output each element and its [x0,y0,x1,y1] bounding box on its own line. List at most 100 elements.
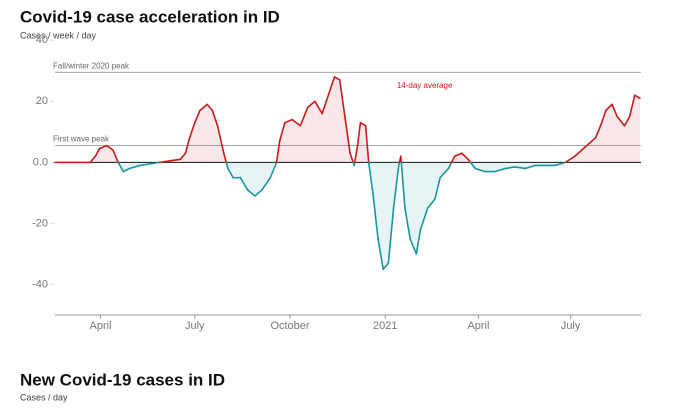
line-segment [404,207,411,240]
annotation: 14-day average [397,81,453,90]
line-segment [450,155,456,164]
area [574,147,586,163]
line-segment [623,115,631,127]
line-segment [616,115,626,127]
line-segment [415,228,422,255]
line-segment [356,121,362,148]
line-segment [564,155,576,164]
line-segment [128,164,141,170]
area [123,162,130,172]
line-segment [611,103,618,118]
line-segment [112,149,119,164]
y-tick-label: -40 [32,278,48,290]
line-segment [359,121,367,127]
line-segment [372,192,379,240]
area [624,116,630,163]
area [339,79,345,163]
line-segment [117,161,125,173]
line-segment [179,152,187,161]
line-segment [447,161,453,170]
area [634,95,640,163]
line-segment [306,100,316,109]
line-segment [261,176,272,191]
line-segment [367,161,374,194]
line-segment [206,103,214,112]
area [585,137,596,163]
area [410,162,417,254]
area [388,162,394,264]
x-tick-label: April [467,320,489,332]
line-segment [291,118,302,127]
line-segment [105,144,114,151]
area [207,104,213,163]
x-tick-label: April [90,320,112,332]
area [247,162,255,196]
y-tick-label: 0.0 [33,156,48,168]
line-segment [333,76,341,81]
line-segment [275,140,281,164]
area [440,162,449,178]
line-segment [387,207,395,264]
line-segment [254,189,263,197]
line-segment [377,237,385,271]
line-segment [321,94,330,115]
line-segment [604,103,613,112]
line-segment [193,109,201,124]
line-segment [122,167,131,173]
area [404,162,411,239]
chart-title: Covid-19 case acceleration in ID [20,7,280,26]
area [240,162,248,190]
y-tick-label: 40 [36,34,48,46]
x-tick-label: 2021 [373,320,397,332]
line-segment [158,160,171,164]
area [334,76,340,163]
area [233,162,241,178]
area [595,125,601,163]
line-segment [469,161,477,170]
area [448,156,455,169]
area [434,162,441,199]
area [262,162,271,190]
line-segment [338,79,346,118]
line-segment [314,100,323,115]
chart-subtitle: Cases / week / day [20,30,97,40]
line-segment [239,176,249,191]
chart-title: New Covid-19 cases in ID [20,370,225,389]
x-tick-label: July [185,320,205,332]
area [307,101,315,163]
area [605,104,613,163]
line-segment [353,146,359,164]
line-segment [188,121,196,139]
area [495,162,506,172]
area [254,162,263,196]
line-segment [628,94,636,118]
area [427,162,435,209]
line-segment [584,137,597,148]
line-segment [419,207,429,231]
area [372,162,379,239]
line-segment [599,109,607,127]
area [612,104,618,163]
line-segment [327,76,336,97]
area [199,104,208,163]
reference-label: Fall/winter 2020 peak [53,61,130,70]
line-segment [184,137,191,155]
area [279,122,285,163]
area [383,162,389,270]
line-segment [299,106,309,127]
line-segment [216,124,225,155]
line-segment [494,167,507,173]
line-segment [474,167,486,173]
line-segment [225,161,229,170]
line-segment [222,152,228,164]
line-segment [89,155,97,164]
line-segment [504,166,516,170]
chart-subtitle: Cases / day [20,392,68,402]
area [314,101,323,163]
line-segment [269,161,278,179]
line-segment [524,164,537,170]
area [475,162,485,172]
line-segment [169,158,182,162]
line-segment [409,237,418,255]
